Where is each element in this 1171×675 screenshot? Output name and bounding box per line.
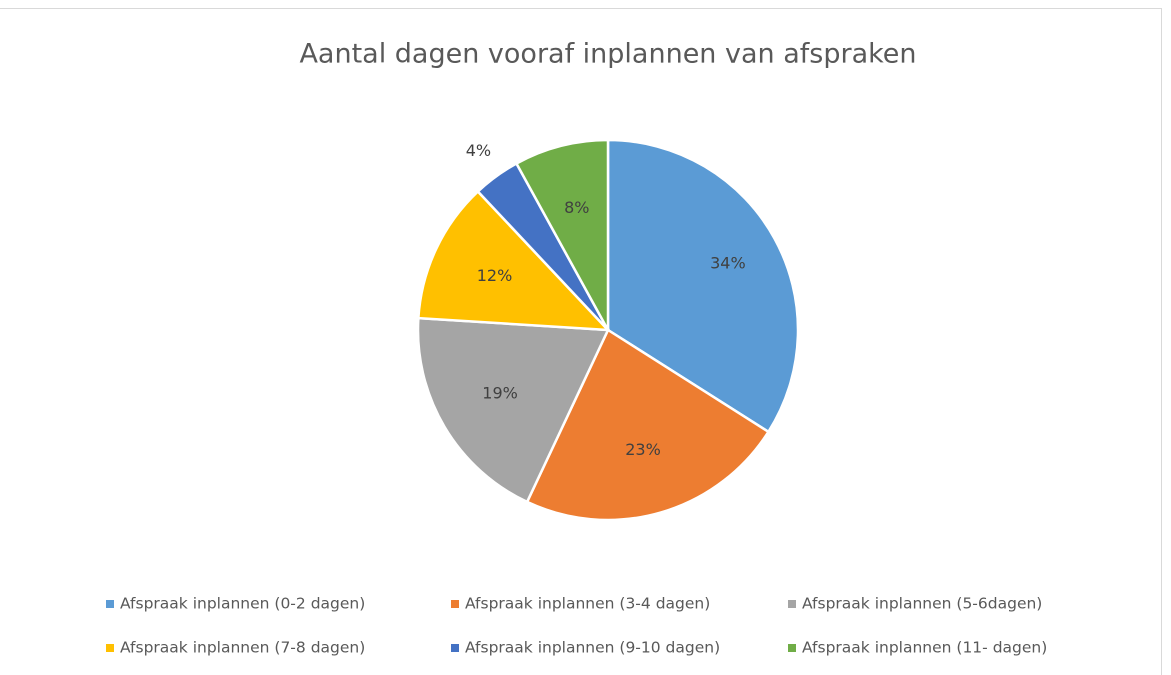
legend-swatch xyxy=(451,644,459,652)
legend-label: Afspraak inplannen (5-6dagen) xyxy=(802,595,1042,613)
data-label: 4% xyxy=(466,141,491,160)
chart-title: Aantal dagen vooraf inplannen van afspra… xyxy=(299,39,916,70)
legend-swatch xyxy=(106,644,114,652)
legend-label: Afspraak inplannen (0-2 dagen) xyxy=(120,595,365,613)
legend-label: Afspraak inplannen (11- dagen) xyxy=(802,639,1047,657)
legend-label: Afspraak inplannen (7-8 dagen) xyxy=(120,639,365,657)
data-label: 34% xyxy=(710,254,746,273)
legend-label: Afspraak inplannen (9-10 dagen) xyxy=(465,639,720,657)
legend-swatch xyxy=(106,600,114,608)
pie-slice xyxy=(525,328,771,522)
data-label: 8% xyxy=(564,198,589,217)
legend-swatch xyxy=(788,644,796,652)
legend-label: Afspraak inplannen (3-4 dagen) xyxy=(465,595,710,613)
data-label: 19% xyxy=(482,383,518,402)
data-label: 12% xyxy=(477,266,513,285)
pie-slice xyxy=(514,138,610,331)
legend-swatch xyxy=(451,600,459,608)
pie-slice xyxy=(416,316,610,504)
pie-slice xyxy=(417,189,612,332)
legend-swatch xyxy=(788,600,796,608)
data-label: 23% xyxy=(625,440,661,459)
